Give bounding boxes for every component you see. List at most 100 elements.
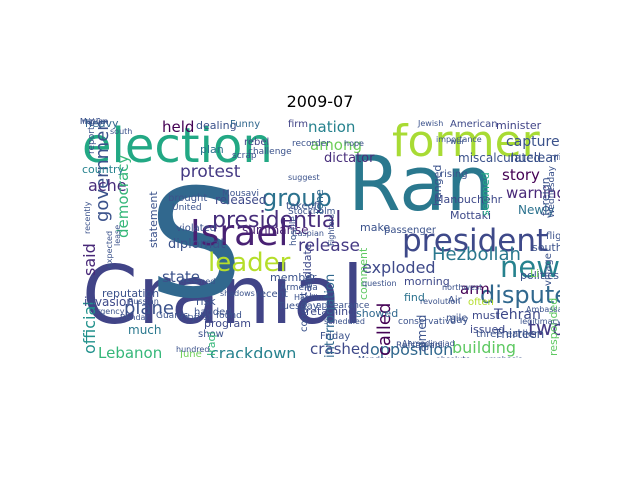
cloud-word-often: often	[468, 297, 494, 308]
cloud-word-recent: recent	[256, 289, 288, 300]
cloud-word-flight: flight	[546, 231, 560, 242]
cloud-word-mile: mile	[446, 313, 468, 324]
cloud-word-revolution: revolution	[420, 297, 461, 306]
cloud-word-lease: lease	[113, 224, 122, 246]
cloud-word-building: building	[452, 338, 517, 357]
cloud-word-detained: detained	[180, 277, 216, 286]
cloud-word-much: much	[128, 323, 162, 337]
cloud-word-war: war	[450, 137, 465, 146]
cloud-word-opposition: opposition	[370, 340, 454, 358]
cloud-word-mill: mill	[550, 153, 560, 163]
cloud-word-muslim: Muslim	[80, 118, 109, 126]
cloud-word-absolute: absolute	[436, 356, 470, 359]
cloud-word-invasion: invasion	[84, 295, 134, 309]
cloud-word-rebel: rebel	[244, 137, 270, 148]
cloud-word-plane: plane	[124, 298, 174, 319]
cloud-word-minister: minister	[496, 119, 542, 132]
cloud-word-bandar: Bandar	[120, 313, 149, 322]
cloud-word-conservative: conservative	[398, 317, 456, 327]
cloud-word-captured: captured	[506, 134, 560, 150]
cloud-word-li: Li	[530, 267, 540, 280]
cloud-word-israel: Israel	[190, 213, 289, 254]
cloud-word-s: S	[148, 158, 244, 332]
cloud-word-passenger: passenger	[384, 225, 436, 236]
cloud-word-guards: Guards	[156, 311, 189, 321]
cloud-word-newly: Newly	[518, 203, 555, 217]
cloud-word-three: three	[476, 329, 503, 340]
cloud-word-miscalculated: miscalculated	[458, 151, 542, 165]
cloud-word-fighters: Fighters	[327, 214, 336, 246]
cloud-word-leader: leader	[208, 248, 291, 278]
cloud-word-ran: Ran	[348, 139, 494, 228]
cloud-word-comment: comment	[357, 247, 370, 300]
cloud-word-funny: Funny	[230, 119, 261, 130]
cloud-word-hezbollah: Hezbollah	[432, 244, 521, 265]
cloud-word-wednesday: Wednesday	[547, 165, 557, 218]
cloud-word-city: city	[180, 313, 197, 323]
cloud-word-former: former	[392, 118, 540, 167]
cloud-word-risk: risk	[196, 295, 216, 308]
cloud-word-among: among	[310, 136, 363, 154]
cloud-word-air: Air	[448, 295, 462, 306]
cloud-word-expected: expected	[105, 230, 114, 268]
cloud-word-presidential: presidential	[212, 208, 342, 233]
cloud-word-find: find	[404, 291, 425, 304]
cloud-word-program: program	[204, 317, 251, 330]
cloud-word-crashed: crashed	[310, 340, 370, 358]
cloud-word-hardliner: Hardliner	[294, 293, 331, 302]
cloud-word-said: said	[80, 243, 99, 276]
cloud-word-firm: firm	[288, 119, 308, 130]
cloud-word-nation: nation	[308, 118, 356, 136]
cloud-word-retaining: retaining	[306, 305, 356, 318]
cloud-word-american: American	[450, 119, 498, 130]
cloud-word-warning: warning	[506, 184, 560, 202]
cloud-word-shadows: shadows	[220, 289, 255, 298]
cloud-word-mousavi: Mousavi	[222, 189, 260, 199]
cloud-word-appearance: appearance	[316, 301, 370, 311]
cloud-word-first: first	[194, 313, 212, 323]
cloud-word-hundred: hundred	[176, 345, 210, 354]
cloud-word-emphasis: emphasis	[484, 356, 522, 359]
cloud-word-statement: statement	[147, 191, 160, 248]
cloud-word-election: election	[82, 118, 273, 174]
cloud-word-cranial: Cranial	[82, 249, 364, 342]
cloud-word-rising: rising	[440, 169, 468, 180]
cloud-word-northwest: northwest	[442, 283, 483, 292]
cloud-word-ahmadinejad: Ahmadinejad	[402, 339, 455, 348]
cloud-word-day: day	[450, 315, 469, 326]
cloud-word-member: member	[270, 271, 317, 284]
cloud-word-reputation: reputation	[102, 287, 160, 300]
cloud-word-protest: protest	[180, 162, 241, 182]
cloud-word-arm: arm	[460, 280, 490, 298]
cloud-word-dictator: dictator	[324, 151, 375, 166]
cloud-word-russian: Russian	[128, 297, 159, 306]
cloud-word-iranian: Iranian	[80, 118, 108, 126]
cloud-word-state: state	[162, 268, 200, 286]
cloud-word-new: new	[500, 250, 560, 284]
cloud-word-politics: politics	[520, 269, 559, 282]
cloud-word-rafsanjani: Rafsanjani	[396, 341, 443, 351]
cloud-word-challenge: challenge	[248, 147, 292, 157]
cloud-word-released: released	[215, 193, 267, 207]
cloud-word-ache: ache	[88, 176, 127, 195]
cloud-word-show: show	[198, 329, 224, 340]
cloud-word-nuclear: nuclear	[510, 151, 559, 166]
cloud-word-monday: Monday	[358, 356, 390, 359]
cloud-word-morning: morning	[404, 275, 450, 288]
cloud-word-diplomat: diplomat	[168, 237, 226, 252]
cloud-word-scheduled: scheduled	[324, 317, 365, 326]
cloud-word-question: question	[362, 279, 397, 288]
cloud-word-release: release	[298, 236, 360, 256]
cloud-word-heavy: heavy	[85, 118, 119, 130]
cloud-word-united: United	[172, 203, 202, 213]
cloud-word-recorder: recorder	[292, 139, 330, 149]
cloud-word-jewish: Jewish	[418, 119, 444, 128]
cloud-word-violated: violated	[176, 223, 217, 234]
cloud-word-stockholm: Stockholm	[288, 207, 336, 217]
cloud-word-group: group	[262, 184, 332, 212]
cloud-word-lebanon: Lebanon	[98, 344, 163, 359]
cloud-word-handed: handed	[194, 307, 232, 318]
cloud-word-crackdown: crackdown	[210, 344, 297, 359]
cloud-word-thirteen: Thirteen	[494, 327, 545, 341]
cloud-word-summarise: summarise	[242, 223, 309, 237]
